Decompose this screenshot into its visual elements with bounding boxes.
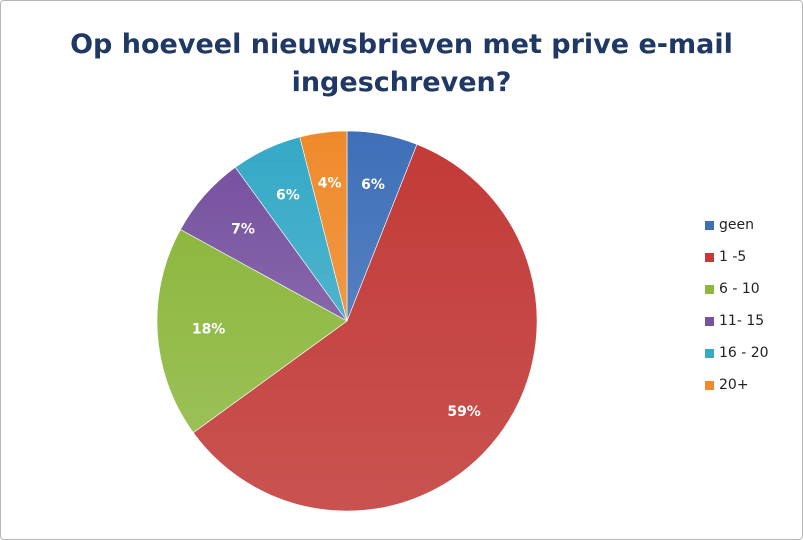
legend-item-4: 16 - 20: [705, 342, 769, 364]
legend-swatch-1: [705, 252, 714, 262]
legend-item-2: 6 - 10: [705, 278, 769, 300]
legend-swatch-5: [705, 380, 714, 390]
pie-slice-5: [299, 130, 348, 322]
data-label-0: 6%: [361, 177, 385, 193]
chart-title-line-1: Op hoeveel nieuwsbrieven met prive e-mai…: [70, 29, 733, 60]
legend-item-3: 11- 15: [705, 310, 769, 332]
legend-label-1: 1 -5: [719, 249, 747, 265]
data-label-4: 6%: [276, 188, 300, 204]
chart-title: Op hoeveel nieuwsbrieven met prive e-mai…: [0, 26, 803, 102]
legend-label-3: 11- 15: [719, 313, 765, 329]
legend-label-4: 16 - 20: [719, 345, 769, 361]
pie-slice-2: [156, 229, 348, 434]
legend: geen 1 -5 6 - 10 11- 15 16 - 20 20+: [705, 214, 769, 406]
legend-swatch-4: [705, 348, 714, 358]
data-label-5: 4%: [318, 175, 342, 191]
data-label-1: 59%: [447, 404, 481, 420]
data-label-3: 7%: [231, 221, 255, 237]
legend-label-5: 20+: [719, 377, 749, 393]
legend-swatch-2: [705, 284, 714, 294]
legend-item-1: 1 -5: [705, 246, 769, 268]
legend-label-2: 6 - 10: [719, 281, 760, 297]
legend-item-0: geen: [705, 214, 769, 236]
pie-slice-1: [192, 143, 538, 512]
chart-title-line-2: ingeschreven?: [291, 67, 512, 98]
legend-swatch-3: [705, 316, 714, 326]
legend-label-0: geen: [719, 217, 754, 233]
legend-swatch-0: [705, 220, 714, 230]
legend-item-5: 20+: [705, 374, 769, 396]
data-label-2: 18%: [192, 322, 226, 338]
